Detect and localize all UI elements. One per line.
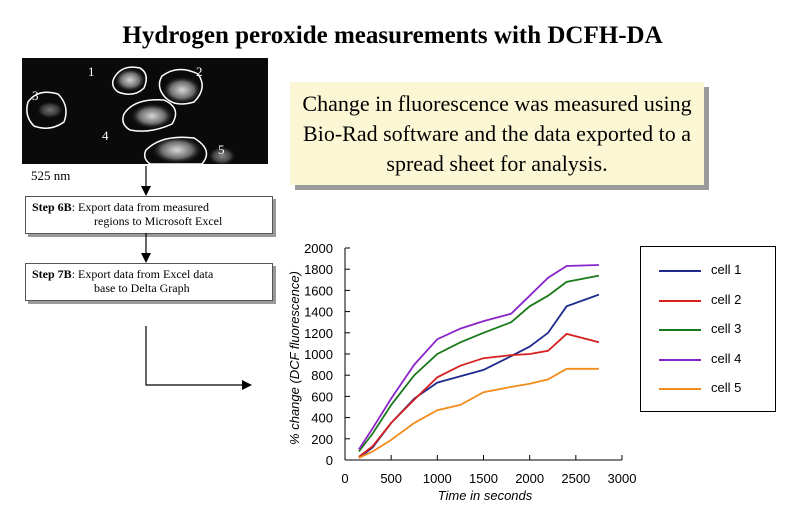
step-7b-text: : Export data from Excel data [71, 267, 214, 281]
x-tick-label: 2500 [561, 471, 590, 486]
legend-swatch [659, 329, 701, 331]
y-tick-label: 200 [311, 432, 333, 447]
legend-swatch [659, 388, 701, 390]
y-tick-label: 2000 [304, 241, 333, 256]
step-6b-text: : Export data from measured [71, 200, 209, 214]
callout-box: Change in fluorescence was measured usin… [290, 82, 710, 190]
legend-label: cell 1 [711, 262, 742, 277]
micrograph-image [26, 66, 236, 164]
region-label-4: 4 [102, 128, 109, 143]
region-label-2: 2 [196, 64, 203, 79]
y-tick-label: 600 [311, 389, 333, 404]
region-label-1: 1 [88, 64, 95, 79]
callout-text: Change in fluorescence was measured usin… [302, 90, 692, 176]
wavelength-label: 525 nm [31, 168, 71, 183]
x-tick-label: 1000 [423, 471, 452, 486]
series-line-cell-1 [358, 293, 600, 459]
fluorescence-micrograph: 1 2 3 4 5 [22, 58, 268, 164]
legend-label: cell 4 [711, 350, 742, 366]
y-tick-label: 400 [311, 411, 333, 426]
callout-panel: Change in fluorescence was measured usin… [290, 82, 704, 185]
y-tick-label: 0 [326, 453, 333, 468]
legend-swatch [659, 299, 701, 302]
x-tick-label: 0 [341, 471, 348, 486]
series-line-cell-4 [358, 264, 599, 450]
x-tick-label: 3000 [608, 471, 637, 486]
chart-series-group [358, 264, 600, 459]
series-line-cell-3 [358, 274, 600, 453]
slide-title: Hydrogen peroxide measurements with DCFH… [122, 22, 663, 49]
x-tick-label: 1500 [469, 471, 498, 486]
y-tick-label: 1000 [304, 347, 333, 362]
legend-label: cell 5 [711, 380, 742, 395]
x-tick-label: 2000 [515, 471, 544, 486]
chart-legend: cell 1 cell 2 cell 3 cell 4 cell 5 [640, 246, 776, 412]
chart-ylabel: % change (DCF fluorescence) [287, 271, 302, 445]
legend-label: cell 3 [711, 321, 742, 336]
series-line-cell-2 [358, 332, 600, 458]
step-6b-box: Step 6B: Export data from measured regio… [25, 196, 273, 234]
legend-swatch [659, 270, 701, 272]
region-label-3: 3 [32, 88, 39, 103]
y-tick-label: 1800 [304, 262, 333, 277]
series-line-cell-5 [358, 367, 599, 459]
y-tick-label: 1200 [304, 326, 333, 341]
step-7b-line1: Step 7B: Export data from Excel data [32, 267, 213, 281]
legend-swatch [659, 358, 701, 361]
y-tick-label: 1400 [304, 305, 333, 320]
chart-axes: 0 200 400 600 800 1000 1200 1400 1600 1800 2000 0 50… [304, 241, 636, 486]
step-7b-label: Step 7B [32, 267, 72, 281]
step-6b-label: Step 6B [32, 200, 72, 214]
chart-xlabel: Time in seconds [438, 488, 533, 503]
x-tick-label: 500 [380, 471, 402, 486]
step-6b-line2: regions to Microsoft Excel [94, 214, 223, 228]
region-label-5: 5 [218, 142, 225, 157]
y-tick-label: 1600 [304, 283, 333, 298]
step-7b-box: Step 7B: Export data from Excel data bas… [25, 263, 273, 301]
step-7b-line2: base to Delta Graph [94, 281, 190, 295]
step-6b-line1: Step 6B: Export data from measured [32, 200, 209, 214]
legend-label: cell 2 [711, 291, 742, 307]
y-tick-label: 800 [311, 368, 333, 383]
